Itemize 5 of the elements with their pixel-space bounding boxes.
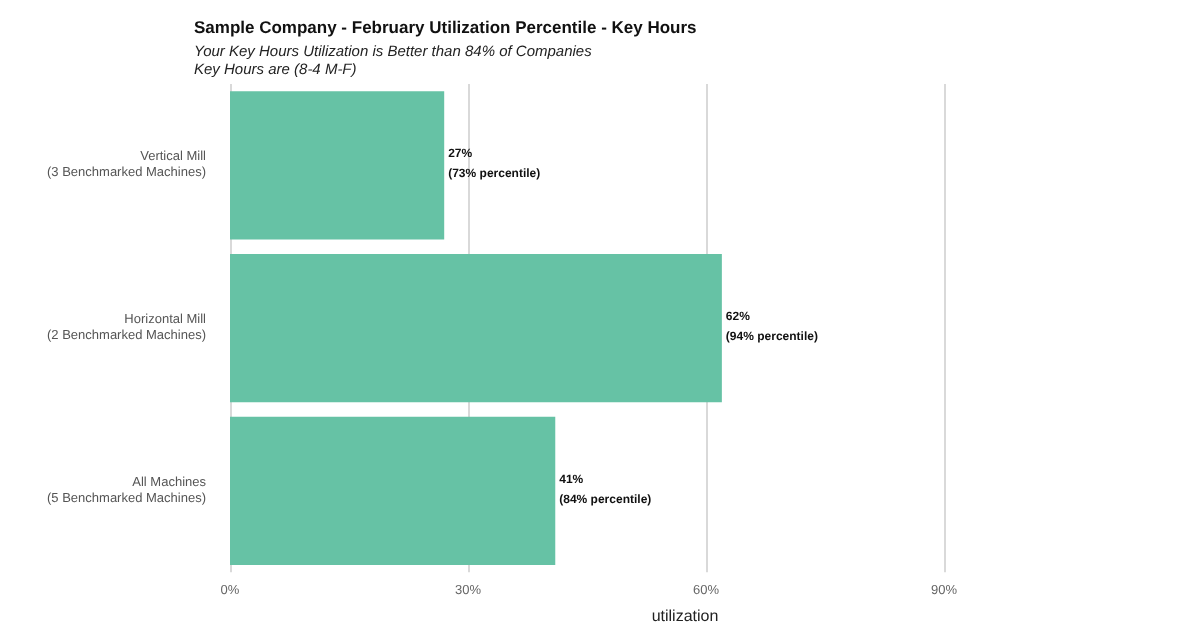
x-axis-title: utilization [651, 607, 719, 625]
bar [230, 254, 722, 403]
bar [230, 416, 556, 565]
chart-title: Sample Company - February Utilization Percentile - Key Hours [194, 17, 698, 37]
bar [230, 91, 445, 240]
